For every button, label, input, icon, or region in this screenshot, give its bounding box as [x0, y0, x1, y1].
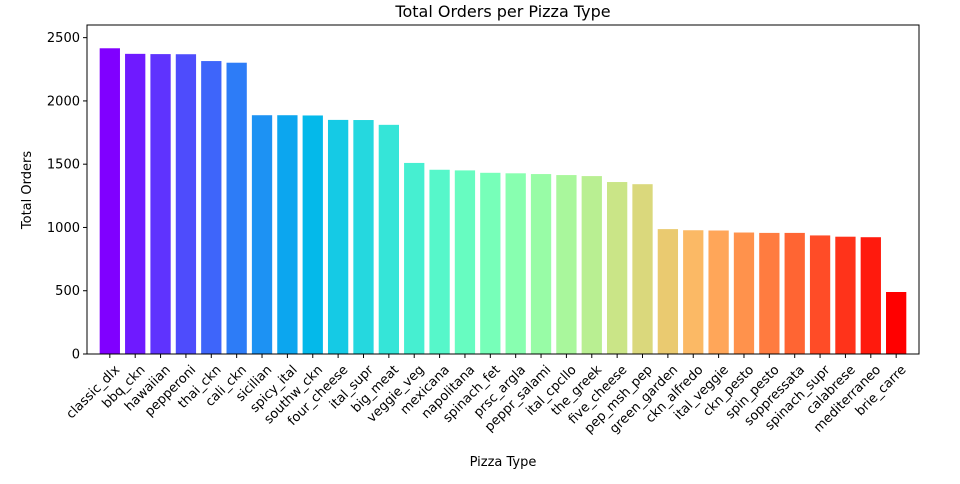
bar-five_cheese [607, 182, 628, 354]
bar-ckn_pesto [733, 232, 755, 354]
bar-spinach_supr [809, 235, 831, 354]
x-axis: classic_dlxbbq_cknhawaiianpepperonithai_… [64, 354, 909, 437]
bar-ckn_alfredo [683, 230, 704, 354]
bar-prsc_argla [505, 173, 526, 354]
bars [99, 48, 907, 355]
bar-ital_cpcllo [556, 175, 577, 354]
bar-brie_carre [886, 292, 907, 354]
bar-soppressata [784, 232, 805, 354]
bar-mexicana [429, 169, 450, 354]
bar-ital_veggie [708, 230, 729, 354]
bar-spinach_fet [480, 172, 501, 354]
bar-classic_dlx [99, 48, 120, 354]
bar-hawaiian [150, 54, 171, 354]
bar-sicilian [251, 115, 273, 354]
bar-cali_ckn [226, 62, 247, 355]
bar-green_garden [657, 229, 679, 354]
y-tick-label: 1500 [47, 158, 80, 173]
bar-spicy_ital [277, 115, 298, 354]
bar-pep_msh_pep [632, 184, 653, 354]
bar-four_cheese [327, 119, 349, 355]
y-tick-label: 1000 [47, 221, 80, 236]
bar-calabrese [835, 236, 856, 354]
chart-title: Total Orders per Pizza Type [394, 2, 610, 21]
bar-napolitana [454, 170, 476, 354]
bar-pepperoni [175, 54, 197, 354]
y-axis: 0 500 1000 1500 2000 2500 [47, 31, 87, 363]
bar-big_meat [378, 124, 399, 354]
bar-veggie_veg [404, 162, 425, 354]
y-tick-label: 2500 [47, 31, 80, 46]
y-axis-label: Total Orders [20, 151, 35, 230]
plot-frame [86, 24, 920, 355]
y-tick-label: 500 [55, 284, 80, 299]
bar-bbq_ckn [125, 53, 146, 354]
bar-mediterraneo [860, 237, 881, 354]
y-tick-label: 2000 [47, 94, 80, 109]
x-axis-label: Pizza Type [470, 455, 537, 470]
bar-thai_ckn [201, 61, 222, 355]
bar-peppr_salami [530, 174, 552, 354]
bar-ital_supr [353, 120, 374, 354]
bar-southw_ckn [302, 115, 323, 354]
y-tick-label: 0 [72, 348, 80, 363]
bar-the_greek [581, 176, 602, 354]
bar-spin_pesto [759, 232, 780, 354]
